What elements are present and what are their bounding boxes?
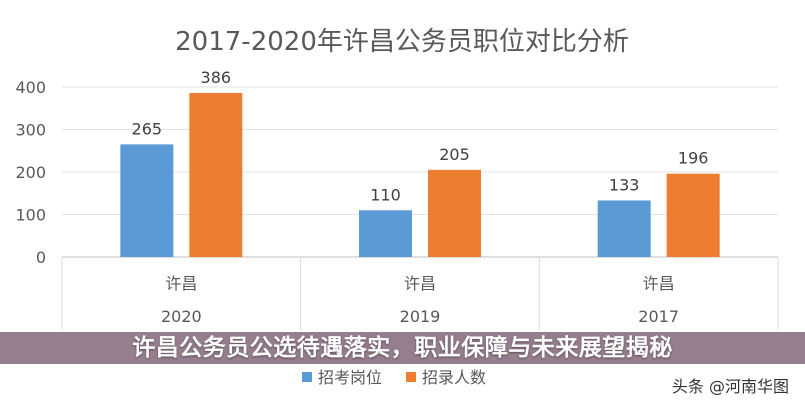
bars bbox=[120, 92, 720, 257]
y-tick-label: 0 bbox=[36, 248, 46, 267]
data-label: 386 bbox=[201, 68, 232, 87]
grid bbox=[61, 86, 779, 330]
headline-text: 许昌公务员公选待遇落实，职业保障与未来展望揭秘 bbox=[132, 335, 673, 361]
data-label: 110 bbox=[370, 185, 401, 204]
data-label: 196 bbox=[678, 149, 709, 168]
legend-label: 招录人数 bbox=[422, 368, 486, 387]
y-tick-label: 400 bbox=[15, 78, 46, 97]
category-year-label: 2020 bbox=[161, 307, 202, 326]
y-tick-label: 100 bbox=[15, 206, 46, 225]
bar-posts bbox=[359, 210, 412, 257]
category-year-label: 2017 bbox=[638, 307, 679, 326]
watermark: 头条 @河南华图 bbox=[671, 377, 789, 396]
labels: 0 100 200 300 400 265 386 许昌 2020 110 205 许昌 2019 133… bbox=[15, 68, 708, 326]
data-label: 205 bbox=[439, 145, 470, 164]
legend: 招考岗位 招录人数 bbox=[302, 368, 486, 387]
category-year-label: 2019 bbox=[400, 307, 441, 326]
data-label: 265 bbox=[132, 119, 163, 138]
category-city-label: 许昌 bbox=[643, 274, 675, 293]
y-tick-label: 200 bbox=[15, 163, 46, 182]
bar-recruits bbox=[666, 173, 720, 257]
headline-banner: 许昌公务员公选待遇落实，职业保障与未来展望揭秘 bbox=[0, 332, 805, 364]
legend-label: 招考岗位 bbox=[318, 368, 382, 387]
legend-swatch bbox=[302, 372, 312, 382]
data-label: 133 bbox=[609, 175, 640, 194]
bar-posts bbox=[120, 144, 174, 257]
bar-recruits bbox=[189, 92, 243, 257]
bar-recruits bbox=[428, 169, 481, 257]
legend-swatch bbox=[406, 372, 416, 382]
category-city-label: 许昌 bbox=[404, 274, 436, 293]
chart-title: 2017-2020年许昌公务员职位对比分析 bbox=[175, 27, 629, 57]
category-city-label: 许昌 bbox=[165, 274, 197, 293]
bar-posts bbox=[597, 200, 651, 257]
y-tick-label: 300 bbox=[15, 121, 46, 140]
